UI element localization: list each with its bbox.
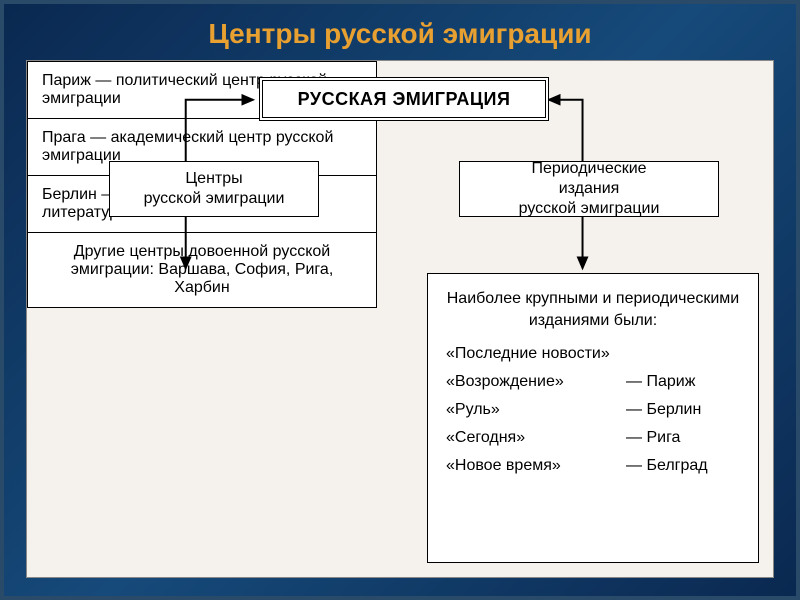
branch-centers-label: Центры русской эмиграции xyxy=(144,169,285,209)
publication-row: «Новое время» Белград xyxy=(446,457,740,475)
center-row: Другие центры довоенной русской эмиграци… xyxy=(27,232,377,308)
publication-city: Белград xyxy=(626,457,708,475)
publication-name: «Возрождение» xyxy=(446,373,626,391)
publication-name: «Новое время» xyxy=(446,457,626,475)
publication-city: Берлин xyxy=(626,401,701,419)
publication-city: Рига xyxy=(626,429,680,447)
publication-row: «Возрождение» Париж xyxy=(446,373,740,391)
publication-name: «Сегодня» xyxy=(446,429,626,447)
publication-name: «Руль» xyxy=(446,401,626,419)
publications-heading: Наиболее крупными и периодическими издан… xyxy=(446,288,740,331)
publication-row: «Руль» Берлин xyxy=(446,401,740,419)
slide-title: Центры русской эмиграции xyxy=(4,4,796,60)
branch-publications: Периодические издания русской эмиграции xyxy=(459,161,719,217)
branch-publications-label: Периодические издания русской эмиграции xyxy=(519,159,660,219)
diagram-area: РУССКАЯ ЭМИГРАЦИЯ Центры русской эмиграц… xyxy=(26,60,774,578)
publications-box: Наиболее крупными и периодическими издан… xyxy=(427,273,759,563)
root-node: РУССКАЯ ЭМИГРАЦИЯ xyxy=(259,77,549,121)
publication-city: Париж xyxy=(626,373,695,391)
publication-row: «Сегодня» Рига xyxy=(446,429,740,447)
branch-centers: Центры русской эмиграции xyxy=(109,161,319,217)
publication-name: «Последние новости» xyxy=(446,345,626,363)
publication-row: «Последние новости» xyxy=(446,345,740,363)
